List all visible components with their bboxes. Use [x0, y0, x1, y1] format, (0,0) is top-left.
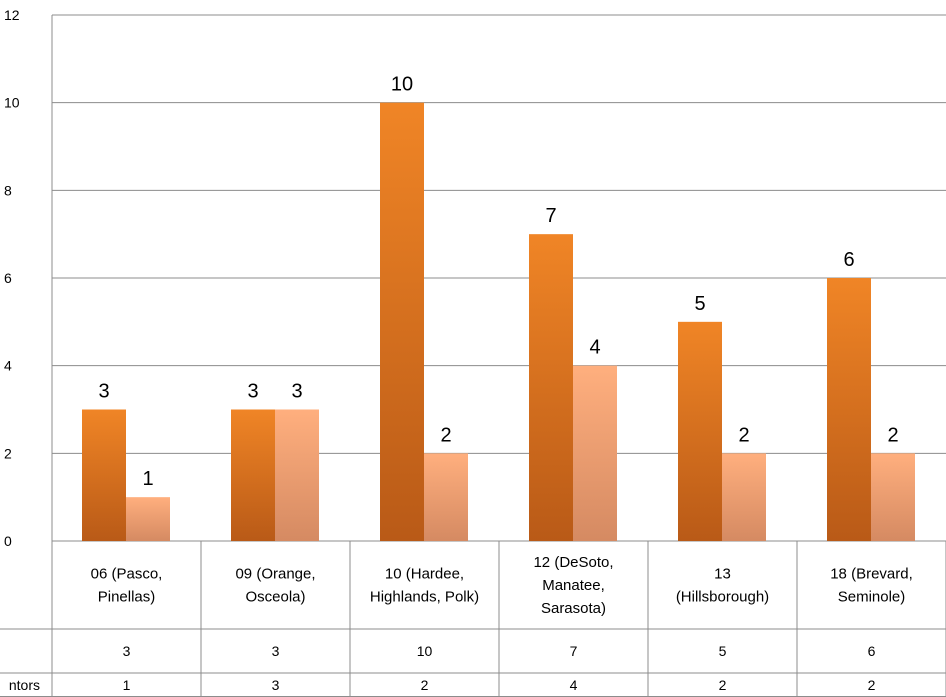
gridlines	[52, 14, 946, 542]
data-label: 5	[694, 293, 705, 315]
data-label: 6	[843, 249, 854, 271]
data-label: 2	[887, 424, 898, 446]
table-cell: 2	[719, 677, 727, 693]
table-cell: 4	[570, 677, 578, 693]
data-label: 10	[391, 74, 413, 96]
data-label: 2	[738, 424, 749, 446]
x-category-label: 13 (Hillsborough)	[676, 566, 769, 606]
y-tick-label: 2	[4, 445, 12, 461]
bar-series-2	[573, 365, 617, 541]
y-tick-label: 6	[4, 270, 12, 286]
table-cell: 10	[417, 643, 433, 659]
table-cell: 1	[123, 677, 131, 693]
bar-series-2	[126, 497, 170, 541]
x-category-label: 18 (Brevard, Seminole)	[830, 566, 913, 606]
data-label: 1	[142, 468, 153, 490]
y-axis: 0 2 4 6 8 10 12	[4, 7, 53, 697]
bar-series-1	[231, 409, 275, 541]
table-cell: 2	[421, 677, 429, 693]
table-cell: 3	[272, 643, 280, 659]
table-cell: 6	[868, 643, 876, 659]
x-category-label: 12 (DeSoto, Manatee, Sarasota)	[533, 554, 613, 617]
bar-series-1	[678, 321, 722, 541]
data-table: 06 (Pasco, Pinellas) 09 (Orange, Osceola) 10…	[0, 541, 946, 697]
table-cell: 3	[272, 677, 280, 693]
data-label: 4	[589, 337, 600, 359]
bar-series-1	[82, 409, 126, 541]
bar-series-1	[529, 234, 573, 541]
data-label: 2	[440, 424, 451, 446]
bar-series-2	[722, 453, 766, 541]
y-tick-label: 4	[4, 358, 12, 374]
bar-series-1	[827, 278, 871, 541]
bar-series-1	[380, 102, 424, 542]
y-tick-label: 0	[4, 533, 12, 549]
y-tick-label: 8	[4, 182, 12, 198]
data-label: 3	[291, 381, 302, 403]
bars	[82, 102, 915, 542]
data-label: 3	[247, 381, 258, 403]
table-series-name: ntors	[9, 677, 40, 693]
bar-series-2	[424, 453, 468, 541]
data-labels: 3 3 10 7 5 6 1 3 2 4 2 2	[98, 74, 898, 490]
table-cell: 3	[123, 643, 131, 659]
x-category-label: 09 (Orange, Osceola)	[235, 566, 315, 606]
table-cell: 2	[868, 677, 876, 693]
table-cell: 7	[570, 643, 578, 659]
bar-series-2	[275, 409, 319, 541]
table-cell: 5	[719, 643, 727, 659]
y-tick-label: 10	[4, 95, 20, 111]
data-label: 3	[98, 381, 109, 403]
x-category-label: 10 (Hardee, Highlands, Polk)	[370, 566, 479, 606]
bar-series-2	[871, 453, 915, 541]
data-label: 7	[545, 205, 556, 227]
x-category-label: 06 (Pasco, Pinellas)	[91, 566, 163, 606]
y-tick-label: 12	[4, 7, 20, 23]
